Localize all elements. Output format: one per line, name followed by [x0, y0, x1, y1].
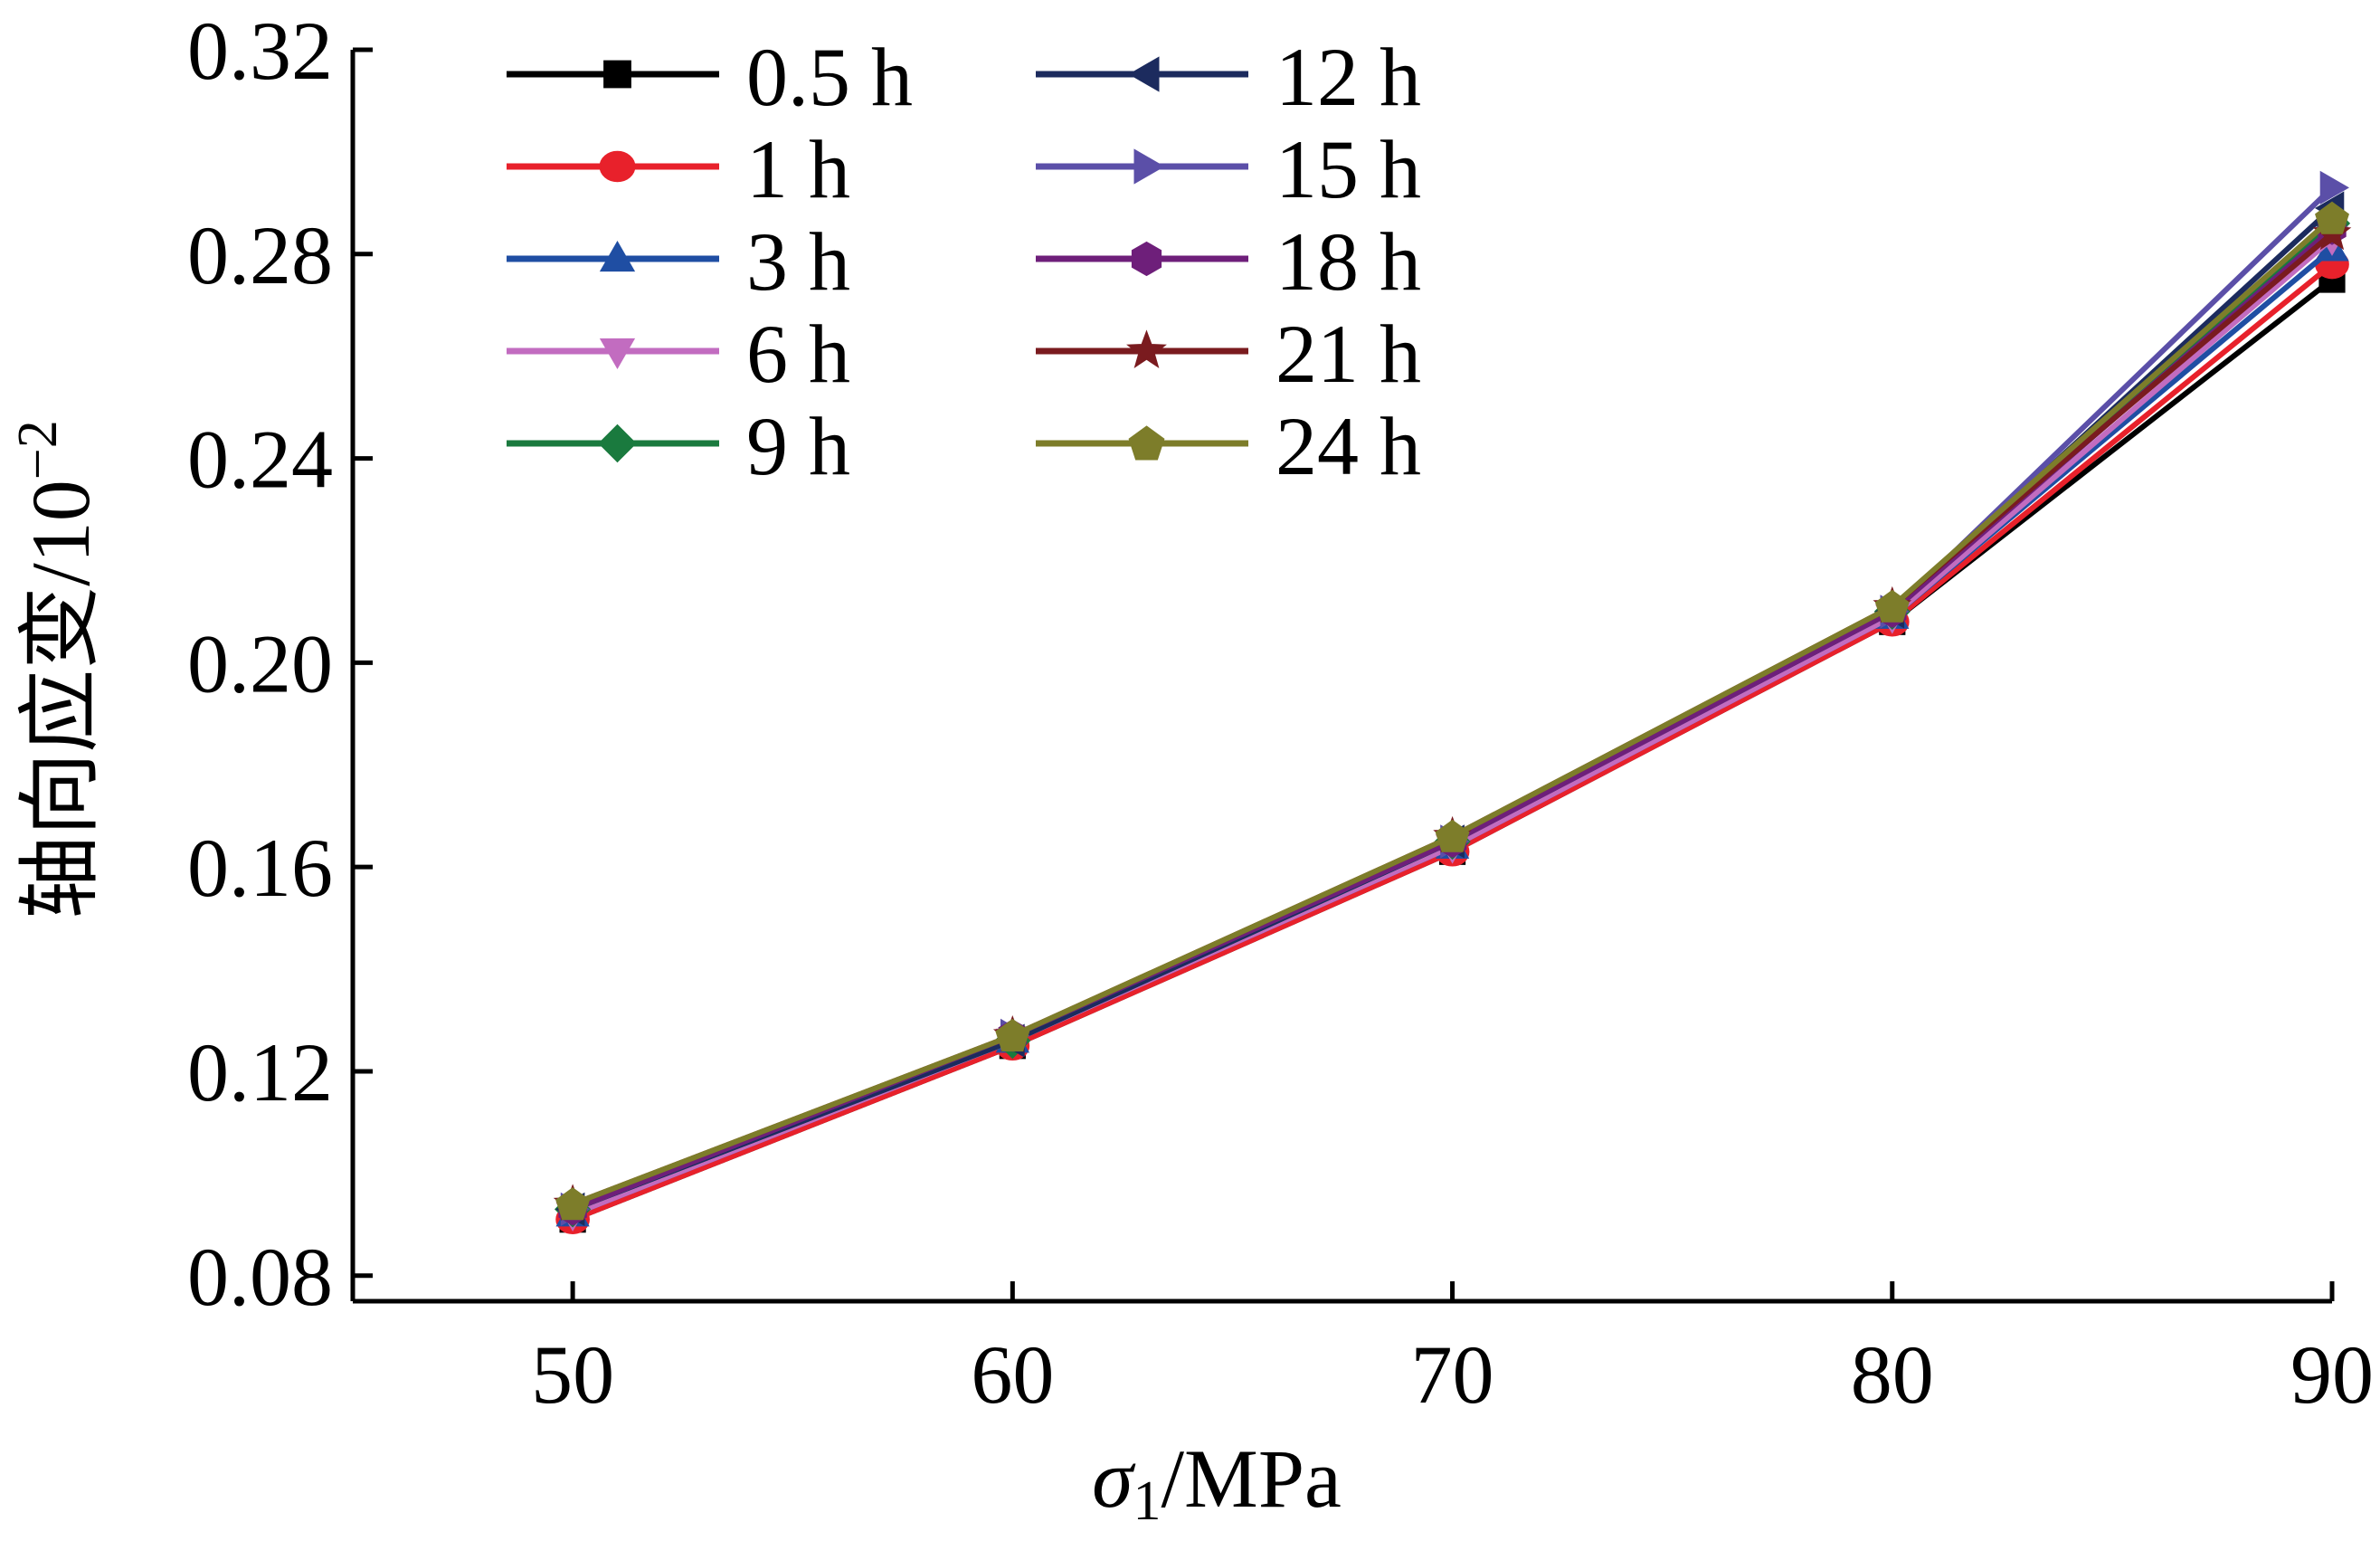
legend-entry: 24 h	[1036, 400, 1421, 492]
data-point-marker	[1435, 819, 1470, 852]
data-point-marker	[603, 60, 631, 89]
legend-label: 1 h	[746, 123, 850, 215]
legend-label: 12 h	[1275, 31, 1421, 123]
legend: 0.5 h1 h3 h6 h9 h 12 h15 h18 h21 h24 h	[507, 31, 1421, 492]
data-point-marker	[598, 423, 637, 463]
data-point-marker	[599, 338, 636, 370]
data-point-marker	[1133, 148, 1165, 185]
x-tick-label: 80	[1851, 1328, 1934, 1421]
legend-entry: 9 h	[507, 400, 850, 492]
legend-entry: 18 h	[1036, 215, 1421, 308]
data-point-marker	[1874, 589, 1910, 623]
legend-label: 24 h	[1275, 400, 1421, 492]
legend-entry: 3 h	[507, 215, 850, 308]
legend-label: 6 h	[746, 308, 850, 400]
legend-entry: 15 h	[1036, 123, 1421, 215]
legend-label: 21 h	[1275, 308, 1421, 400]
data-point-marker	[555, 1187, 591, 1221]
y-tick-label: 0.16	[187, 822, 333, 914]
y-tick-label: 0.28	[187, 209, 333, 301]
legend-label: 3 h	[746, 215, 850, 308]
data-point-marker	[599, 150, 636, 183]
legend-label: 18 h	[1275, 215, 1421, 308]
data-point-marker	[2319, 170, 2350, 205]
series-layer	[553, 170, 2352, 1234]
y-tick-label: 0.20	[187, 617, 333, 709]
data-point-marker	[1128, 425, 1165, 461]
legend-label: 9 h	[746, 400, 850, 492]
data-point-marker	[1126, 329, 1167, 369]
x-tick-label: 70	[1411, 1328, 1494, 1421]
y-tick-label: 0.12	[187, 1026, 333, 1118]
x-tick-label: 60	[971, 1328, 1054, 1421]
data-point-marker	[1131, 241, 1162, 277]
y-tick-label: 0.32	[187, 5, 333, 97]
legend-entry: 6 h	[507, 308, 850, 400]
data-point-marker	[2315, 201, 2349, 234]
legend-entry: 12 h	[1036, 31, 1421, 123]
data-point-marker	[995, 1018, 1030, 1051]
y-tick-label: 0.24	[187, 414, 333, 506]
x-tick-label: 50	[531, 1328, 614, 1421]
legend-entry: 1 h	[507, 123, 850, 215]
legend-entry: 0.5 h	[507, 31, 913, 123]
legend-label: 15 h	[1275, 123, 1421, 215]
series-24-h	[555, 201, 2349, 1221]
x-tick-label: 90	[2290, 1328, 2374, 1421]
y-tick-label: 0.08	[187, 1231, 333, 1323]
data-point-marker	[1128, 56, 1160, 92]
y-axis-title: 轴向应变/10−2	[7, 420, 107, 919]
legend-label: 0.5 h	[746, 31, 913, 123]
data-point-marker	[599, 240, 636, 272]
legend-entry: 21 h	[1036, 308, 1421, 400]
axes: 50 60 70 80 90 0.08 0.12 0.16 0.20 0.24 0.28 0.32	[187, 5, 2374, 1421]
x-axis-title: σ1/MPa	[1092, 1432, 1342, 1532]
